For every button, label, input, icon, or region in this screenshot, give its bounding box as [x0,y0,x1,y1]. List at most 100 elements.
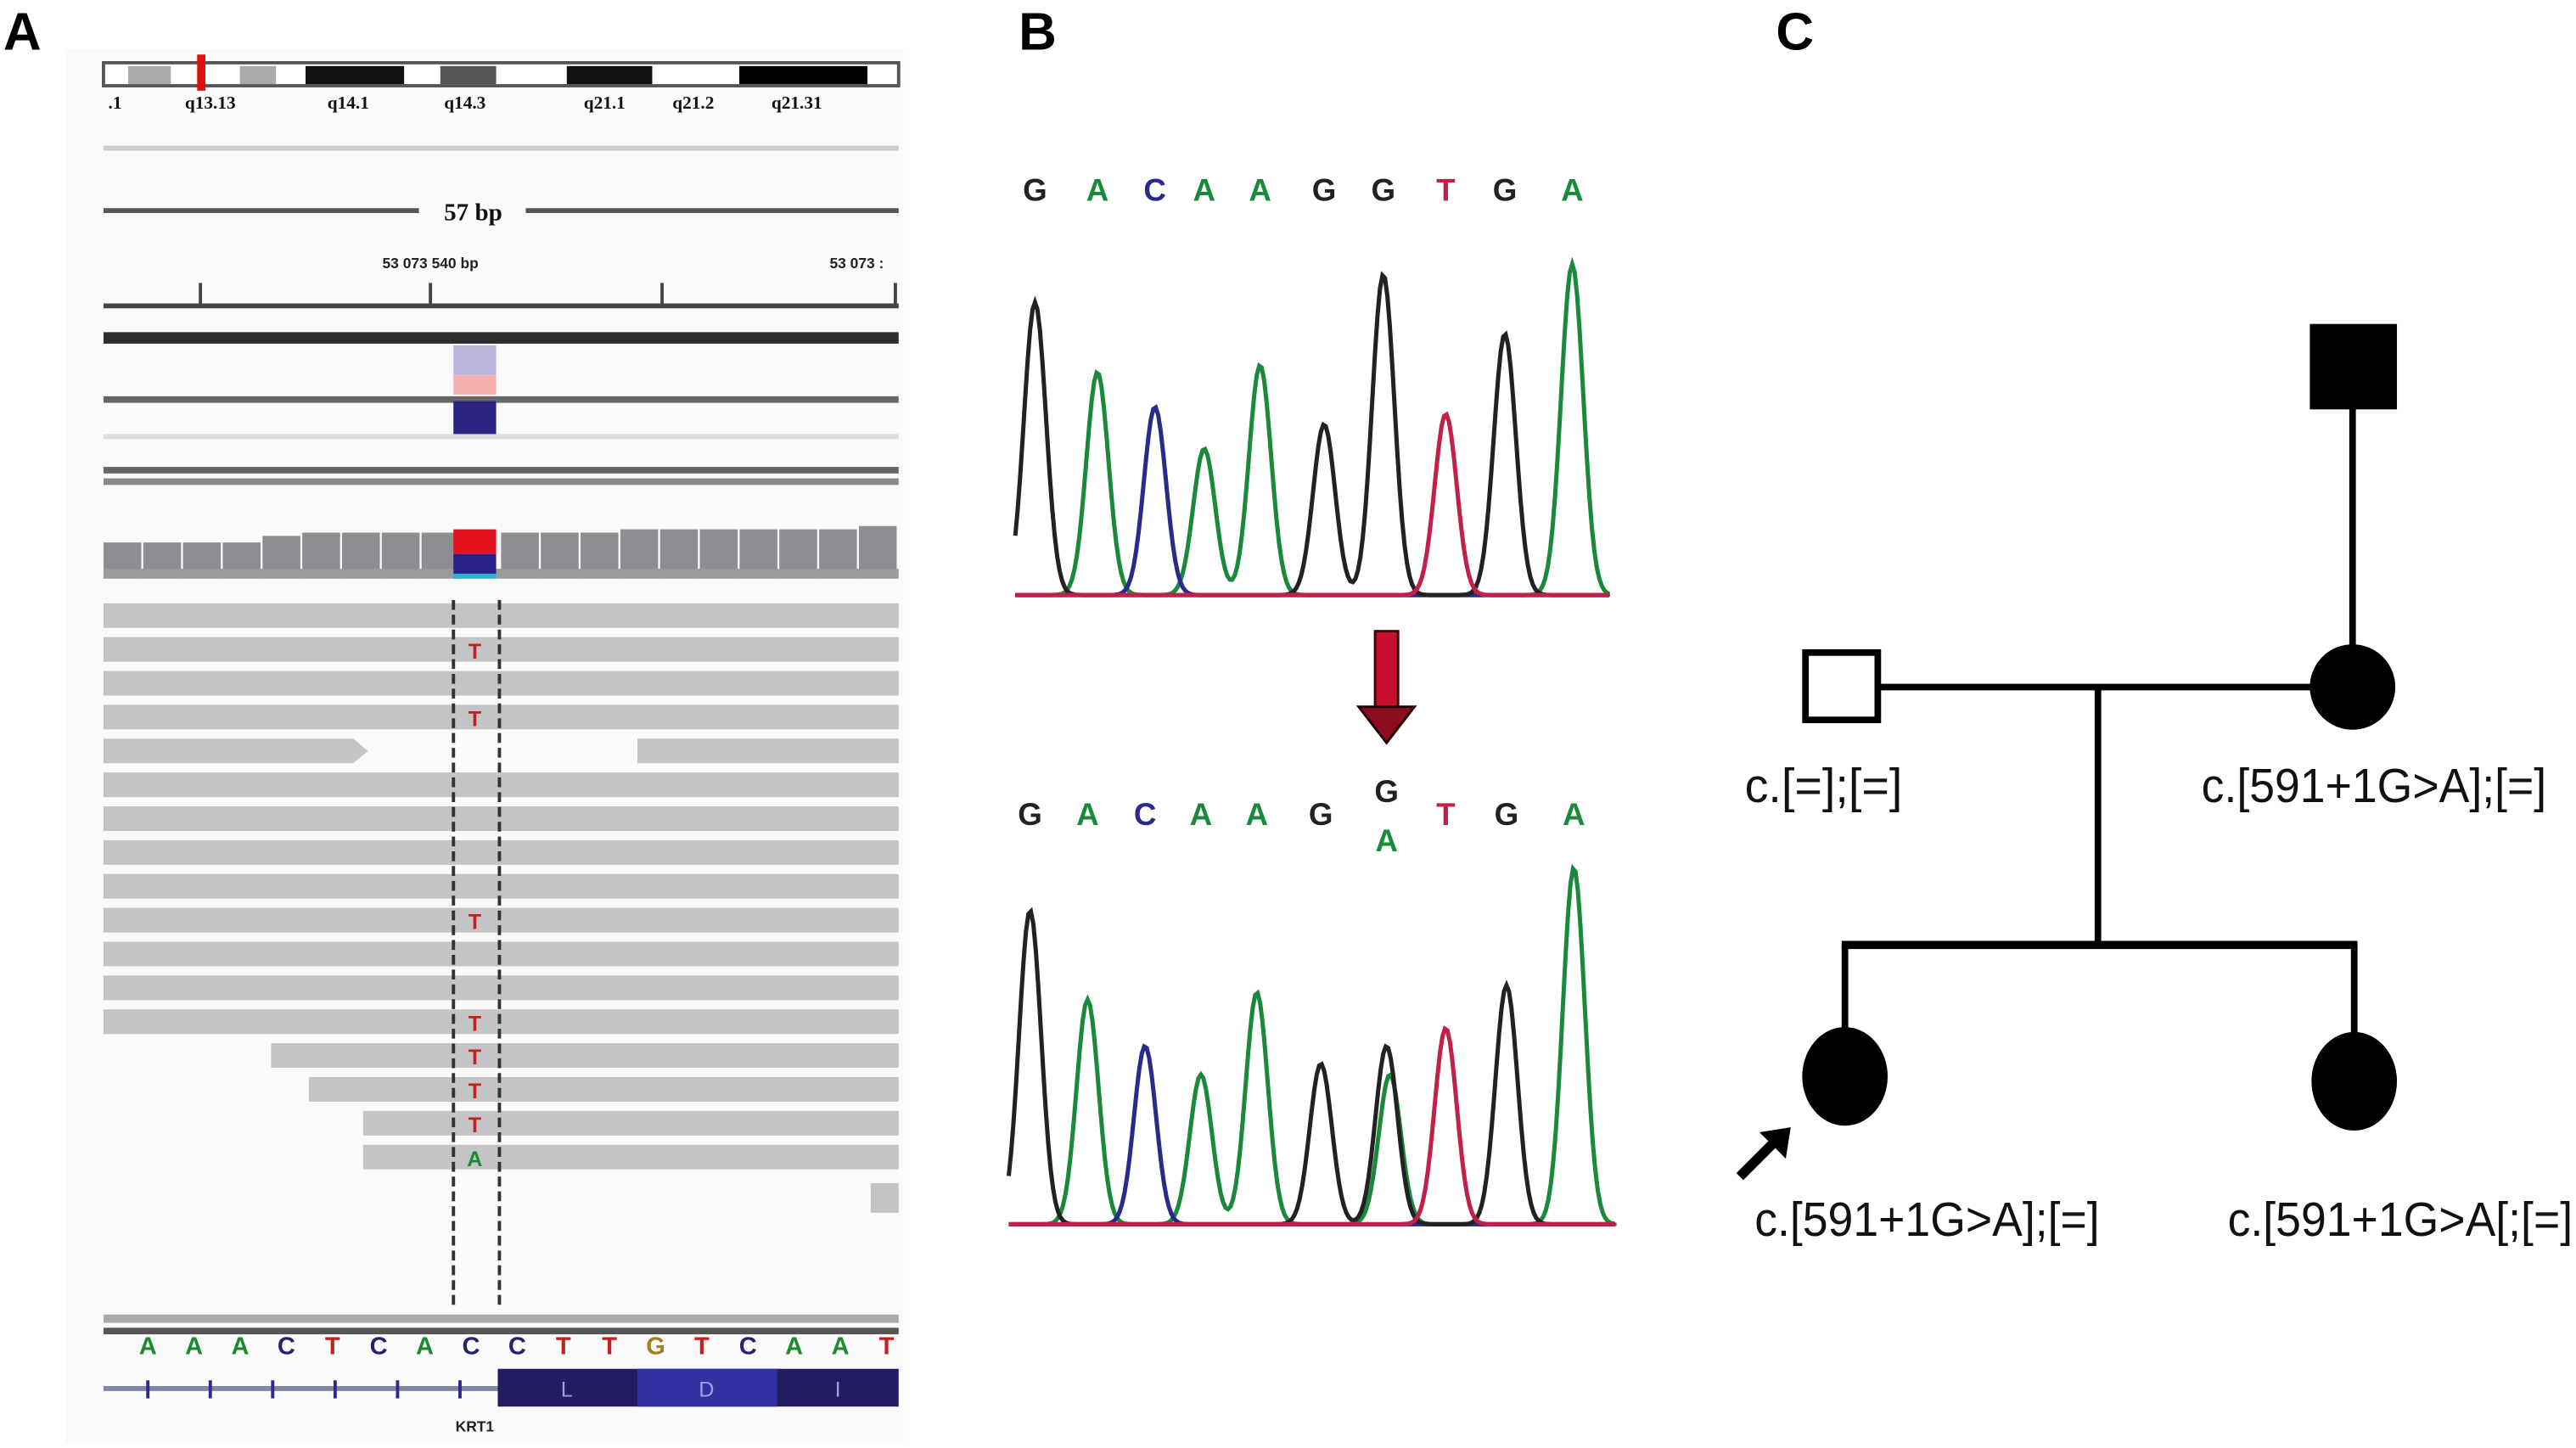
coverage-allele-c [453,553,497,574]
read [308,1076,899,1102]
gene-track: L D I KRT1 [103,1368,899,1434]
ruler [103,283,899,309]
ruler-label: 53 073 540 bp [383,255,479,272]
base-call: T [1436,797,1456,832]
reference-base: C [370,1333,388,1360]
amino-acid-label: D [699,1378,714,1402]
trace-G [1006,906,1615,1226]
reference-base: T [694,1333,710,1360]
read [103,772,899,798]
amino-acid-label: L [561,1378,573,1402]
reference-base: A [185,1333,203,1360]
read [103,941,899,967]
read [103,637,899,662]
coverage-allele-t [453,529,497,554]
reference-base: T [602,1333,617,1360]
base-call: A [1561,173,1584,208]
read [103,805,899,832]
coverage-baseline [103,569,899,579]
coverage-allele-a [453,573,497,579]
sister-genotype: c.[591+1G>A[;[=] [2228,1193,2573,1246]
cytoband-label: q14.1 [328,93,369,113]
reference-base: A [785,1333,803,1360]
read-mismatch-base: T [469,1114,482,1137]
read [103,738,368,764]
read-mismatch-base: T [469,640,482,664]
pedigree-panel: c.[=];[=] c.[591+1G>A];[=] c.[591+1G>A];… [1736,323,2573,1246]
cytoband-label: q14.3 [444,93,485,113]
read-mismatch-base: T [469,708,482,732]
coverage-track [103,525,899,579]
proband-genotype: c.[591+1G>A];[=] [1754,1193,2099,1246]
father-genotype: c.[=];[=] [1745,759,1903,812]
base-call: C [1134,797,1157,832]
read [637,738,899,764]
read [103,1009,899,1035]
base-call: G [1371,173,1395,208]
cytoband-label: .1 [109,93,122,113]
read [362,1144,899,1170]
reference-base: T [556,1333,571,1360]
variant-genotype-cell [453,401,497,436]
scale-label: 57 bp [444,199,502,227]
read [271,1043,899,1069]
read [103,603,899,628]
amino-acid-label: I [835,1378,841,1402]
reference-base: A [832,1333,850,1360]
panel-label-b: B [1019,3,1057,61]
read-mismatch-base: T [469,911,482,934]
read [103,975,899,1001]
trace-A [1015,256,1611,598]
cytoband-label: q21.1 [584,93,626,113]
father-unaffected-male [1802,648,1882,724]
panel-label-a: A [3,3,42,61]
grandfather-affected-male [2309,323,2398,410]
ruler-label: 53 073 : [829,255,884,272]
base-call: T [1436,173,1456,208]
reference-base: C [508,1333,526,1360]
base-call: A [1086,173,1109,208]
base-call: C [1143,173,1166,208]
trace-T [1015,411,1609,598]
base-call: A [1563,797,1585,832]
base-call: G [1023,173,1047,208]
reference-base: T [325,1333,340,1360]
base-call: A [1076,797,1099,832]
trace-T [1008,1025,1615,1226]
base-call: G [1018,797,1042,832]
panel-label-c: C [1776,3,1814,61]
read [103,839,899,865]
read-mismatch-base: T [469,1012,482,1035]
base-call: A [1245,797,1268,832]
mother-genotype: c.[591+1G>A];[=] [2202,759,2546,812]
red-down-arrow-icon [1355,630,1417,745]
read [103,907,899,933]
reference-base: A [139,1333,157,1360]
cytoband-label: q13.13 [185,93,236,113]
cytoband-label: q21.2 [672,93,714,113]
gene-name: KRT1 [456,1417,495,1434]
base-call: A [1190,797,1213,832]
base-call: G [1495,797,1519,832]
read-mismatch-base: A [467,1148,482,1171]
read-mismatch-base: T [469,1080,482,1103]
read [103,671,899,696]
proband-affected-female [1802,1027,1888,1126]
cytoband-label: q21.31 [772,93,822,113]
igv-panel: .1 q13.13 q14.1 q14.3 q21.1 q21.2 q21.31 57 bp… [65,49,904,1443]
base-call: A [1193,173,1216,208]
sister-affected-female [2311,1031,2398,1131]
cytoband-ideogram [102,54,901,91]
base-call: G [1493,173,1518,208]
reference-base: C [462,1333,480,1360]
read-mismatch-base: T [469,1046,482,1069]
reference-base: G [646,1333,665,1360]
reference-base: C [278,1333,295,1360]
base-call: A [1249,173,1271,208]
base-call: G [1309,797,1333,832]
reference-base: C [739,1333,757,1360]
